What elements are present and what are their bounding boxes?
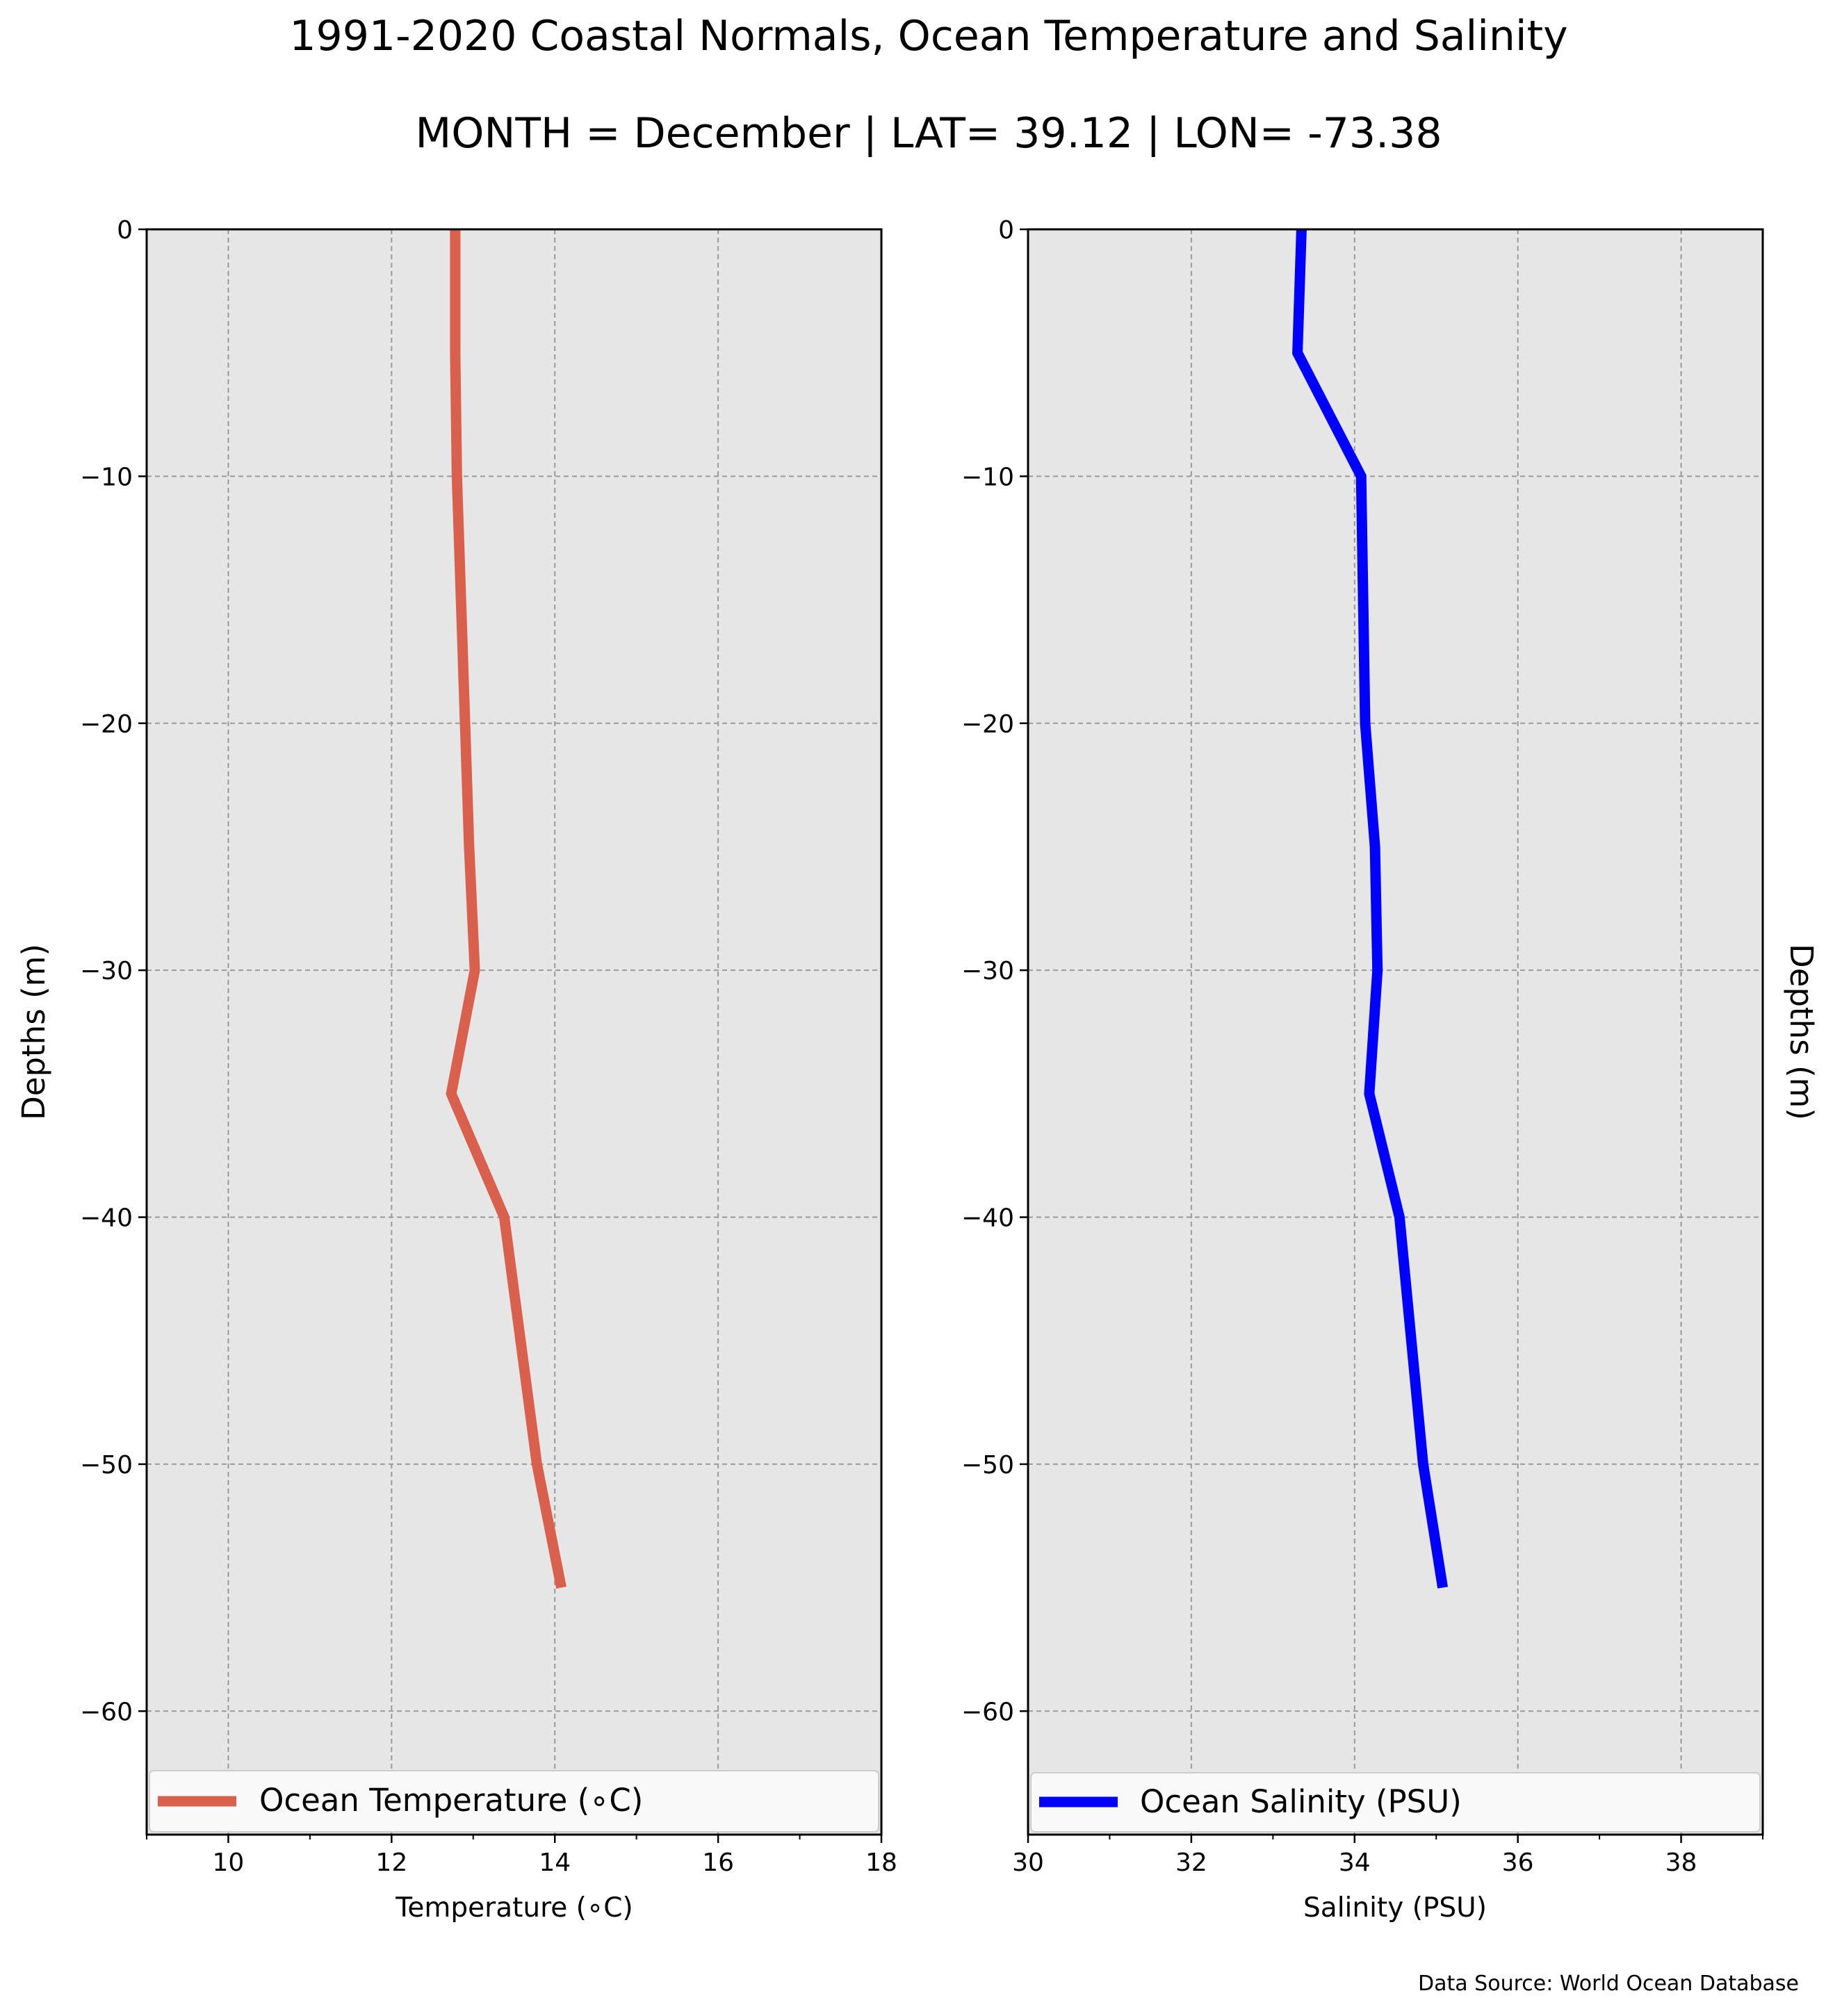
temperature-x-tick-label: 10 — [213, 1849, 245, 1877]
temperature-profile-line — [446, 229, 567, 1589]
temperature-y-tick-label: −50 — [80, 1451, 133, 1480]
data-source-note: Data Source: World Ocean Database — [1418, 1972, 1799, 1996]
salinity-y-tick-label: −20 — [961, 710, 1014, 739]
salinity-x-tick-label: 32 — [1175, 1849, 1207, 1877]
salinity-y-axis-label: Depths (m) — [1783, 944, 1820, 1120]
temperature-ticks: 0 −10 −20 −30 −40 −50 −60 10 12 14 16 18 — [80, 216, 897, 1877]
temperature-x-tick-label: 14 — [539, 1849, 571, 1877]
temperature-x-tick-label: 16 — [702, 1849, 734, 1877]
temperature-legend-label: Ocean Temperature (∘C) — [259, 1782, 643, 1819]
salinity-series — [1292, 229, 1449, 1589]
temperature-y-tick-label: −60 — [80, 1698, 133, 1726]
salinity-y-tick-label: −10 — [961, 463, 1014, 491]
salinity-panel: Ocean Salinity (PSU) 0 −10 −20 −30 −40 −50 −60… — [961, 216, 1820, 1924]
salinity-y-tick-label: −50 — [961, 1451, 1014, 1480]
salinity-legend: Ocean Salinity (PSU) — [1030, 1772, 1761, 1833]
temperature-y-tick-label: 0 — [117, 216, 133, 245]
salinity-x-tick-label: 30 — [1012, 1849, 1044, 1877]
temperature-y-axis-label: Depths (m) — [15, 944, 52, 1120]
temperature-x-axis-label: Temperature (∘C) — [395, 1892, 633, 1924]
salinity-legend-label: Ocean Salinity (PSU) — [1140, 1783, 1462, 1820]
salinity-profile-line — [1292, 229, 1449, 1589]
salinity-y-tick-label: −60 — [961, 1698, 1014, 1726]
temperature-x-tick-label: 12 — [375, 1849, 407, 1877]
temperature-plot-area — [147, 229, 881, 1835]
salinity-y-tick-label: −40 — [961, 1204, 1014, 1233]
temperature-legend-box — [149, 1770, 879, 1833]
salinity-y-tick-label: 0 — [998, 216, 1014, 245]
salinity-x-tick-label: 34 — [1339, 1849, 1371, 1877]
temperature-y-tick-label: −20 — [80, 710, 133, 739]
temperature-plot-frame — [145, 228, 883, 1836]
salinity-plot-area — [1028, 229, 1763, 1835]
salinity-x-axis-label: Salinity (PSU) — [1303, 1892, 1487, 1924]
salinity-x-tick-label: 36 — [1502, 1849, 1534, 1877]
temperature-x-tick-label: 18 — [865, 1849, 897, 1877]
salinity-ticks: 0 −10 −20 −30 −40 −50 −60 30 32 34 36 38 — [961, 216, 1763, 1877]
salinity-y-tick-label: −30 — [961, 957, 1014, 985]
temperature-legend: Ocean Temperature (∘C) — [149, 1770, 879, 1833]
temperature-series — [446, 229, 567, 1589]
temperature-y-tick-label: −40 — [80, 1204, 133, 1233]
temperature-panel: Ocean Temperature (∘C) 0 −10 −20 −30 −40 −50 −… — [15, 216, 897, 1924]
salinity-x-tick-label: 38 — [1665, 1849, 1697, 1877]
figure-subtitle: MONTH = December | LAT= 39.12 | LON= -73… — [415, 109, 1442, 158]
salinity-legend-box — [1030, 1772, 1761, 1833]
temperature-y-tick-label: −30 — [80, 957, 133, 985]
temperature-y-tick-label: −10 — [80, 463, 133, 491]
figure-title: 1991-2020 Coastal Normals, Ocean Tempera… — [289, 12, 1567, 60]
salinity-plot-frame — [1027, 228, 1764, 1836]
